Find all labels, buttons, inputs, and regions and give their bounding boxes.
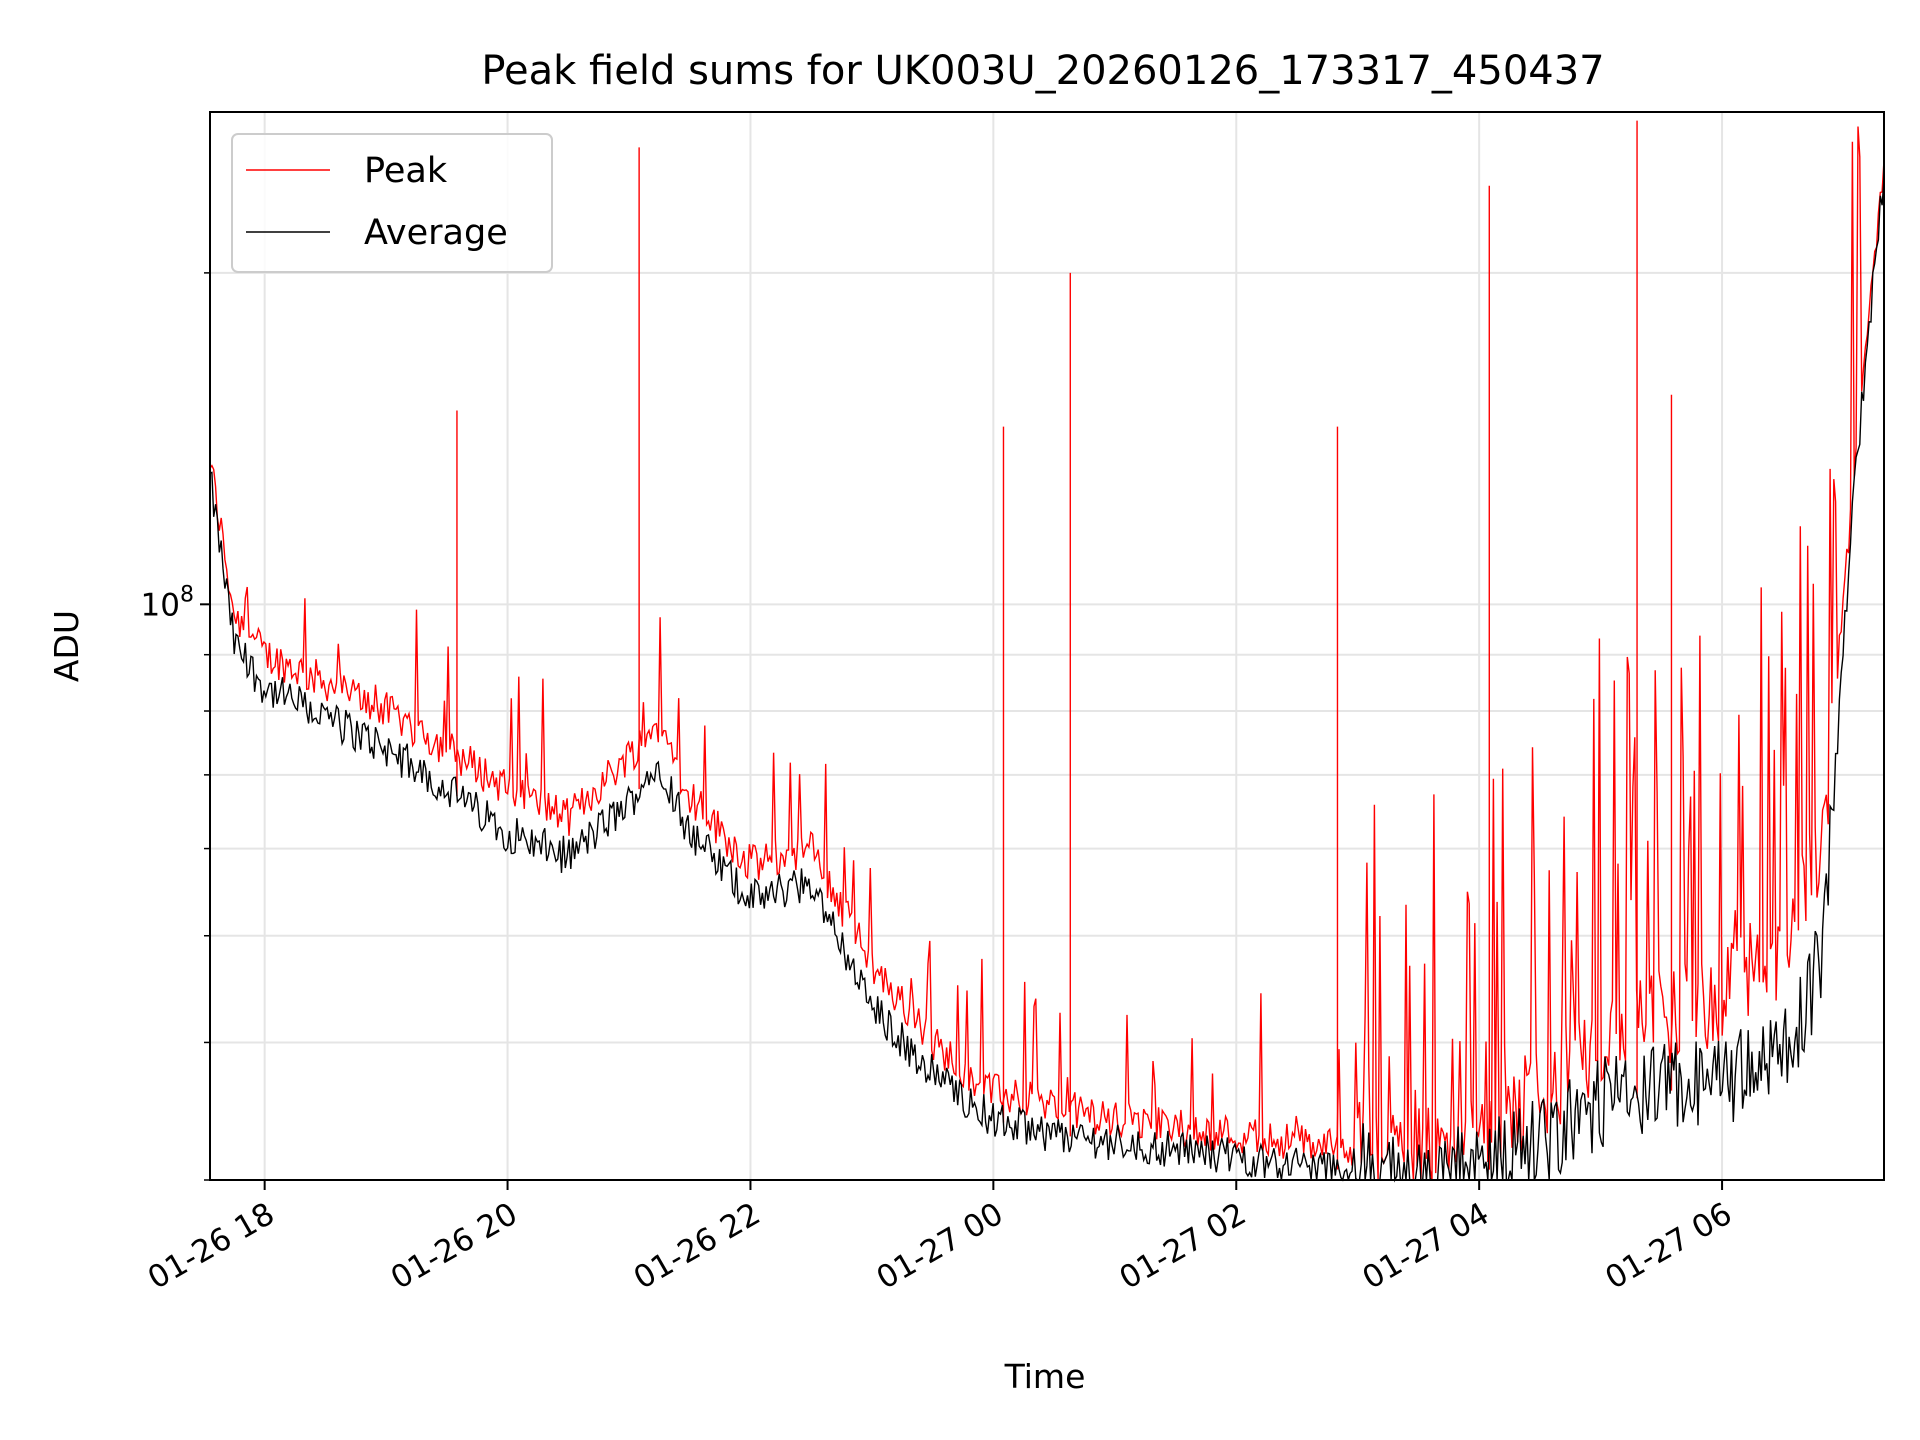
legend-label-average: Average [364,213,508,253]
legend-box [231,133,553,273]
plot-area [209,120,1885,1183]
y-axis: 108 [141,272,210,1181]
chart-title: Peak field sums for UK003U_20260126_1733… [481,48,1604,94]
legend: Peak Average [231,133,553,273]
plot-frame [209,111,1885,1181]
legend-label-peak: Peak [364,151,448,191]
spike-layer [456,120,1673,1170]
y-axis-title: ADU [47,610,86,682]
y-tick-label: 108 [141,582,194,623]
x-axis-title: Time [1004,1357,1086,1396]
series-layer [209,126,1885,1183]
series-line-average [209,178,1885,1183]
